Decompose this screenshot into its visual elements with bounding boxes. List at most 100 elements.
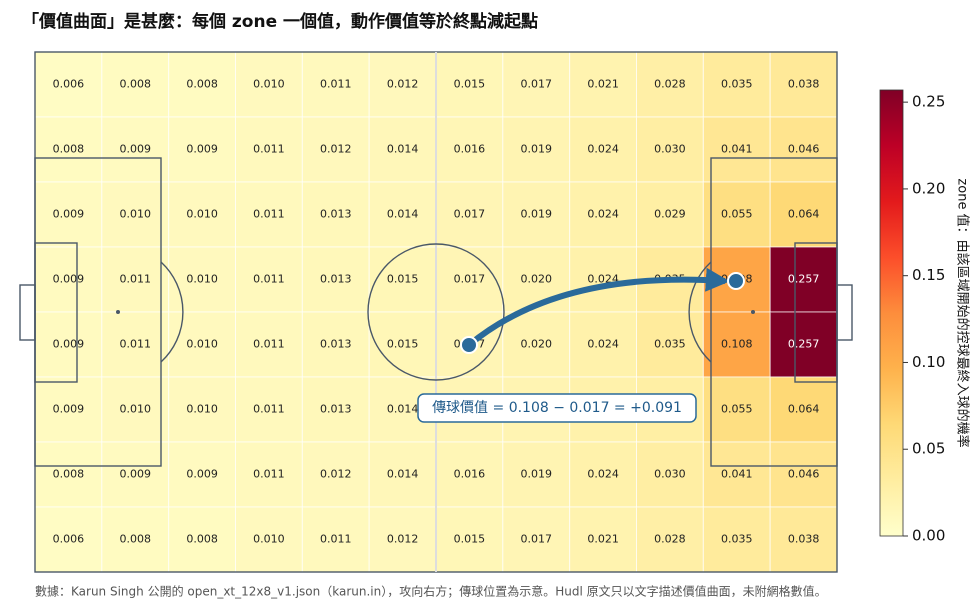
cell-label: 0.015: [454, 533, 486, 546]
cell-label: 0.024: [587, 338, 619, 351]
cell: [235, 181, 303, 248]
cell-label: 0.009: [53, 208, 85, 221]
cell-label: 0.035: [721, 78, 753, 91]
cell: [569, 246, 638, 313]
cell-label: 0.030: [654, 143, 686, 156]
cell: [34, 51, 103, 118]
cell-label: 0.010: [186, 273, 218, 286]
cell: [769, 506, 838, 573]
cell-label: 0.046: [788, 143, 820, 156]
cell-label: 0.028: [654, 533, 686, 546]
cell-label: 0.010: [253, 533, 285, 546]
cell-label: 0.011: [120, 273, 152, 286]
cell-label: 0.012: [320, 468, 352, 481]
cell-label: 0.257: [788, 273, 820, 286]
cell-label: 0.017: [454, 208, 486, 221]
cell: [34, 181, 103, 248]
cell-label: 0.017: [521, 533, 553, 546]
cell-label: 0.014: [387, 403, 419, 416]
cell: [435, 181, 504, 248]
cell: [636, 311, 704, 378]
cell: [435, 506, 504, 573]
cell-label: 0.024: [587, 143, 619, 156]
cell: [101, 51, 170, 118]
cell-label: 0.017: [454, 273, 486, 286]
cell-label: 0.010: [186, 208, 218, 221]
cell-label: 0.015: [454, 78, 486, 91]
cell: [769, 311, 838, 378]
cell-label: 0.019: [521, 468, 553, 481]
cell-label: 0.013: [320, 208, 352, 221]
cell-label: 0.035: [721, 533, 753, 546]
cell: [502, 51, 571, 118]
cell: [34, 506, 103, 573]
cell-label: 0.011: [253, 468, 285, 481]
cell: [34, 441, 103, 508]
cell: [368, 441, 437, 508]
cell: [168, 506, 237, 573]
cell: [301, 116, 370, 183]
cell-label: 0.013: [320, 403, 352, 416]
cell: [502, 441, 571, 508]
cell-label: 0.009: [53, 338, 85, 351]
cell-label: 0.011: [120, 338, 152, 351]
cell: [101, 116, 170, 183]
cell-label: 0.010: [186, 338, 218, 351]
cell: [769, 441, 838, 508]
cell-label: 0.021: [587, 78, 619, 91]
cell-label: 0.006: [53, 78, 85, 91]
cell-label: 0.257: [788, 338, 820, 351]
cell-label: 0.064: [788, 403, 820, 416]
cell-label: 0.009: [53, 403, 85, 416]
cell: [569, 506, 638, 573]
cell-label: 0.019: [521, 143, 553, 156]
cell-label: 0.010: [120, 208, 152, 221]
cell: [435, 246, 504, 313]
cell-label: 0.014: [387, 468, 419, 481]
cell: [101, 441, 170, 508]
colorbar-label: zone 值：由該區域開始的控球最終入球的機率: [955, 178, 971, 447]
cell-label: 0.011: [320, 78, 352, 91]
cell: [435, 116, 504, 183]
cell: [168, 376, 237, 443]
cell-label: 0.064: [788, 208, 820, 221]
cell: [301, 441, 370, 508]
cell: [34, 246, 103, 313]
cell-label: 0.021: [587, 533, 619, 546]
cell: [301, 181, 370, 248]
cell-label: 0.008: [186, 533, 218, 546]
cell-label: 0.029: [654, 208, 686, 221]
colorbar-tick-label: 0.25: [912, 93, 945, 111]
cell-label: 0.024: [587, 208, 619, 221]
cell-label: 0.006: [53, 533, 85, 546]
cell-label: 0.041: [721, 468, 753, 481]
cell: [502, 506, 571, 573]
cell: [502, 116, 571, 183]
colorbar-tick-label: 0.15: [912, 266, 945, 284]
cell-label: 0.009: [186, 143, 218, 156]
cell-label: 0.008: [186, 78, 218, 91]
cell: [769, 181, 838, 248]
cell-label: 0.012: [387, 533, 419, 546]
cell: [368, 311, 437, 378]
cell-label: 0.010: [186, 403, 218, 416]
cell-label: 0.015: [387, 273, 419, 286]
cell: [769, 376, 838, 443]
cell: [235, 116, 303, 183]
cell: [569, 441, 638, 508]
cell-label: 0.055: [721, 208, 753, 221]
cell-label: 0.012: [387, 78, 419, 91]
colorbar-tick-label: 0.00: [912, 527, 945, 545]
cell: [569, 116, 638, 183]
cell: [235, 376, 303, 443]
cell: [301, 311, 370, 378]
cell: [235, 51, 303, 118]
colorbar-tick-label: 0.05: [912, 440, 945, 458]
cell: [368, 116, 437, 183]
cell-label: 0.108: [721, 338, 753, 351]
cell-label: 0.012: [320, 143, 352, 156]
cell: [702, 506, 771, 573]
annotation-box: [417, 393, 697, 423]
cell-label: 0.038: [788, 533, 820, 546]
